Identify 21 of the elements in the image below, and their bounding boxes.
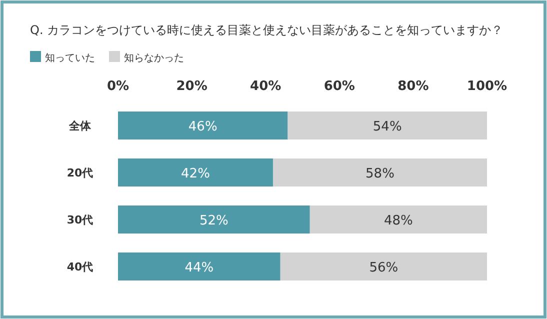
category: 40代	[66, 260, 94, 274]
xtick: 20%	[176, 79, 208, 94]
title: Q. カラコンをつけている時に使える目薬と使えない目薬があることを知っていますか？	[30, 23, 504, 37]
value-label: 54%	[372, 120, 402, 134]
xtick: 40%	[250, 79, 282, 94]
legend-label: 知らなかった	[124, 53, 184, 64]
value-label: 44%	[184, 260, 214, 276]
category: 30代	[66, 214, 94, 226]
value-label: 46%	[188, 120, 218, 134]
legend-label: 知っていた	[45, 53, 95, 64]
value-label: 56%	[369, 260, 398, 276]
xtick: 100%	[466, 79, 508, 94]
xtick: 60%	[324, 79, 355, 94]
value-label: 42%	[181, 166, 210, 182]
xtick: 0%	[106, 79, 130, 94]
value-label: 52%	[199, 214, 228, 228]
category: 20代	[66, 166, 94, 180]
xtick: 80%	[398, 79, 429, 94]
value-label: 48%	[384, 214, 413, 228]
category: 全体	[69, 120, 91, 132]
value-label: 58%	[366, 166, 394, 182]
